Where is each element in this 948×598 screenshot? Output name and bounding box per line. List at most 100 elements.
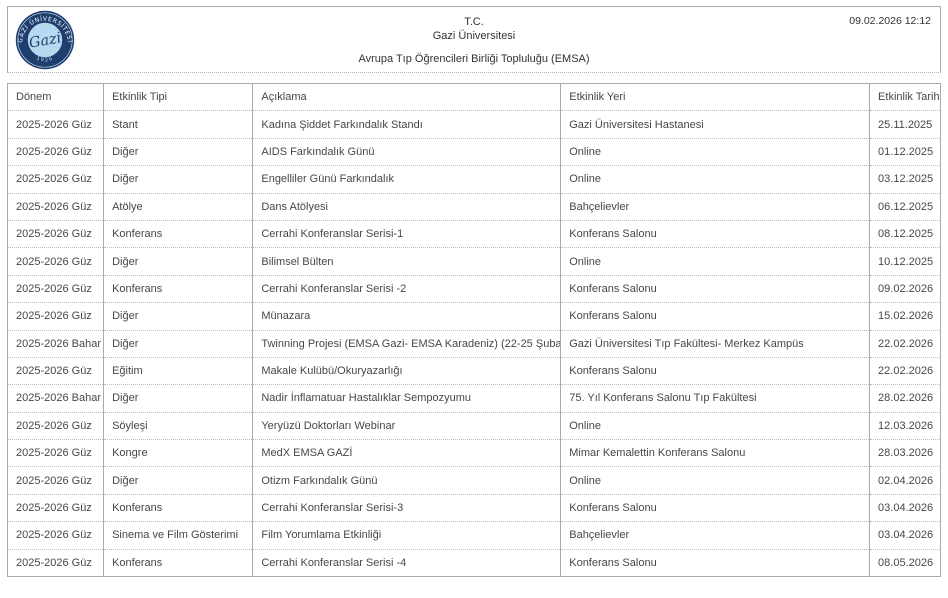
cell: 2025-2026 Güz [7,548,104,577]
cell: 06.12.2025 [869,192,941,221]
cell: Konferans Salonu [560,356,870,385]
column-header: Etkinlik Yeri [560,82,870,111]
cell: 03.12.2025 [869,165,941,194]
cell: 2025-2026 Güz [7,356,104,385]
cell: Online [560,247,870,276]
cell: Konferans [103,493,253,522]
table-row: 2025-2026 Güz Konferans Cerrahi Konferansl… [7,219,941,248]
print-datetime: 09.02.2026 12:12 [849,15,931,27]
report-page: GAZİ ÜNİVERSİTESİ 1926 Gazi T.C. Gazi Ün… [7,6,941,578]
events-table-container: Dönem Etkinlik Tipi Açıklama Etkinlik Yeri E… [7,82,941,578]
cell: Dans Atölyesi [252,192,561,221]
cell: Twinning Projesi (EMSA Gazi- EMSA Karade… [252,329,561,358]
cell: Diğer [103,137,253,166]
cell: 2025-2026 Güz [7,247,104,276]
cell: Stant [103,110,253,139]
cell: Konferans Salonu [560,548,870,577]
cell: 2025-2026 Güz [7,411,104,440]
cell: Yeryüzü Doktorları Webinar [252,411,561,440]
cell: 10.12.2025 [869,247,941,276]
document-header: GAZİ ÜNİVERSİTESİ 1926 Gazi T.C. Gazi Ün… [7,6,941,73]
cell: Konferans Salonu [560,493,870,522]
table-row: 2025-2026 Güz Konferans Cerrahi Konferansl… [7,274,941,303]
logo-year-text: 1926 [36,56,55,64]
table-row: 2025-2026 Güz Kongre MedX EMSA GAZİ Mimar K… [7,439,941,467]
cell: 75. Yıl Konferans Salonu Tıp Fakültesi [560,384,870,413]
cell: Bahçelievler [560,521,870,550]
cell: 2025-2026 Güz [7,165,104,194]
cell: Cerrahi Konferanslar Serisi -4 [252,548,561,577]
cell: Eğitim [103,356,253,385]
column-header: Etkinlik Tipi [103,82,253,111]
cell: Kadına Şiddet Farkındalık Standı [252,110,561,139]
table-header-row: Dönem Etkinlik Tipi Açıklama Etkinlik Yeri E… [7,82,941,111]
cell: Diğer [103,466,253,495]
cell: Diğer [103,384,253,413]
cell: Gazi Üniversitesi Tıp Fakültesi- Merkez … [560,329,870,358]
cell: Bahçelievler [560,192,870,221]
cell: 2025-2026 Güz [7,219,104,248]
cell: Bilimsel Bülten [252,247,561,276]
cell: Konferans Salonu [560,274,870,303]
header-university: Gazi Üniversitesi [432,30,516,42]
cell: Konferans [103,548,253,577]
cell: Engelliler Günü Farkındalık [252,165,561,194]
table-row: 2025-2026 Güz Diğer Bilimsel Bülten Online 1… [7,247,941,276]
cell: 2025-2026 Güz [7,521,104,550]
cell: 2025-2026 Güz [7,466,104,495]
cell: Kongre [103,439,253,467]
gazi-university-logo-icon: GAZİ ÜNİVERSİTESİ 1926 Gazi [15,10,75,70]
events-table: Dönem Etkinlik Tipi Açıklama Etkinlik Yeri E… [7,82,941,578]
cell: Makale Kulübü/Okuryazarlığı [252,356,561,385]
cell: Otizm Farkındalık Günü [252,466,561,495]
cell: Diğer [103,247,253,276]
cell: Film Yorumlama Etkinliği [252,521,561,550]
header-title-block: T.C. Gazi Üniversitesi Avrupa Tıp Öğrenc… [8,7,940,66]
cell: AIDS Farkındalık Günü [252,137,561,166]
cell: 2025-2026 Güz [7,439,104,467]
cell: Konferans [103,219,253,248]
cell: Nadir İnflamatuar Hastalıklar Sempozyumu [252,384,561,413]
table-row: 2025-2026 Bahar Diğer Nadir İnflamatuar Ha… [7,384,941,413]
cell: Cerrahi Konferanslar Serisi -2 [252,274,561,303]
cell: 25.11.2025 [869,110,941,139]
cell: Münazara [252,302,561,331]
header-country: T.C. [464,16,484,28]
cell: Online [560,137,870,166]
cell: 22.02.2026 [869,356,941,385]
column-header: Açıklama [252,82,561,111]
cell: 08.12.2025 [869,219,941,248]
table-row: 2025-2026 Bahar Diğer Twinning Projesi (EM… [7,329,941,358]
column-header: Etkinlik Tarihi [869,82,941,111]
cell: 09.02.2026 [869,274,941,303]
table-row: 2025-2026 Güz Atölye Dans Atölyesi Bahçelie… [7,192,941,221]
table-body: 2025-2026 Güz Stant Kadına Şiddet Farkında… [7,110,941,577]
cell: 02.04.2026 [869,466,941,495]
cell: 12.03.2026 [869,411,941,440]
cell: Atölye [103,192,253,221]
cell: Konferans Salonu [560,302,870,331]
table-row: 2025-2026 Güz Sinema ve Film Gösterimi Fil… [7,521,941,550]
cell: 2025-2026 Bahar [7,384,104,413]
cell: 2025-2026 Güz [7,274,104,303]
cell: Diğer [103,165,253,194]
cell: Diğer [103,329,253,358]
cell: 2025-2026 Güz [7,137,104,166]
table-row: 2025-2026 Güz Diğer Engelliler Günü Farkın… [7,165,941,194]
cell: Konferans Salonu [560,219,870,248]
cell: 22.02.2026 [869,329,941,358]
table-row: 2025-2026 Güz Stant Kadına Şiddet Farkında… [7,110,941,139]
cell: 15.02.2026 [869,302,941,331]
cell: Online [560,466,870,495]
table-row: 2025-2026 Güz Diğer Otizm Farkındalık Günü… [7,466,941,495]
cell: Mimar Kemalettin Konferans Salonu [560,439,870,467]
cell: 01.12.2025 [869,137,941,166]
cell: 2025-2026 Güz [7,110,104,139]
cell: Konferans [103,274,253,303]
column-header: Dönem [7,82,104,111]
cell: 2025-2026 Güz [7,493,104,522]
cell: Söyleşi [103,411,253,440]
cell: 2025-2026 Bahar [7,329,104,358]
logo-script-signature: Gazi [28,30,63,51]
table-row: 2025-2026 Güz Konferans Cerrahi Konferansl… [7,493,941,522]
